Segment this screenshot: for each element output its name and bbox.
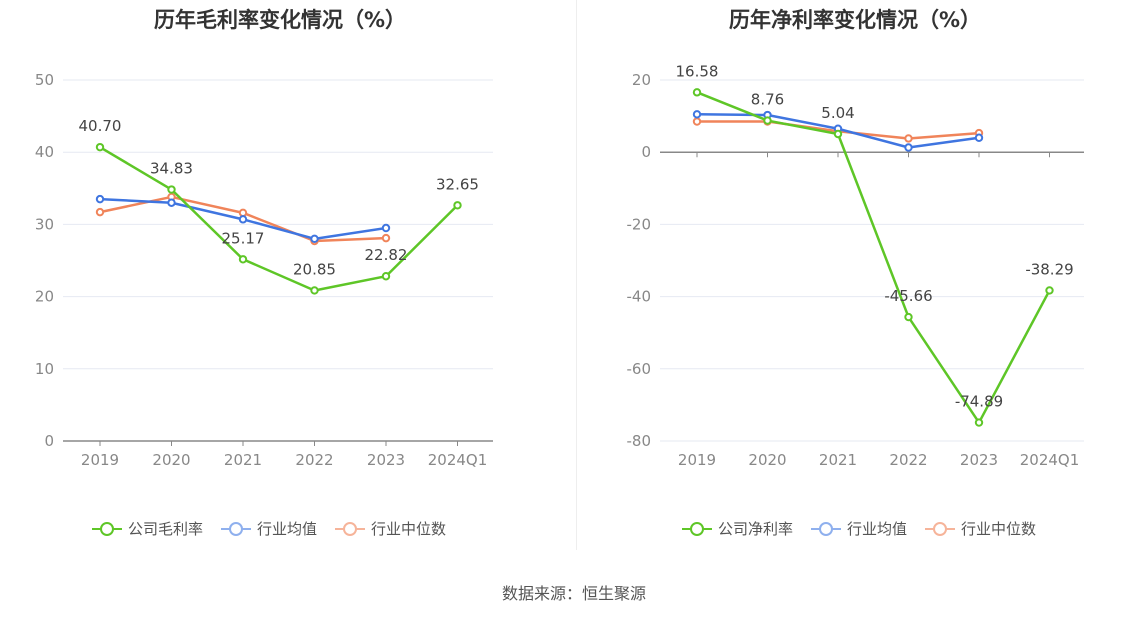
legend-item-company[interactable]: 公司毛利率 [92, 518, 203, 539]
x-tick-label: 2020 [748, 451, 786, 469]
data-label: 5.04 [821, 104, 854, 122]
legend-item-industry-avg[interactable]: 行业均值 [221, 518, 317, 539]
y-tick-label: 0 [641, 143, 651, 161]
data-point-industry_median [381, 233, 391, 243]
data-label: 40.70 [79, 117, 122, 135]
y-tick-label: 0 [44, 432, 54, 450]
data-point-company [833, 129, 843, 139]
data-point-industry_avg [381, 223, 391, 233]
legend-swatch-company [682, 521, 712, 536]
legend-label: 公司净利率 [718, 520, 794, 538]
legend-label: 行业中位数 [371, 520, 447, 538]
x-tick-label: 2024Q1 [1020, 451, 1080, 469]
data-point-company [692, 88, 702, 97]
data-label: 25.17 [222, 229, 265, 247]
data-point-industry_median [238, 208, 248, 218]
data-point-company [763, 116, 772, 125]
net-margin-chart: 历年净利率变化情况（%） -80 -60 -40 -20 0 20 2019 2020 2021… [577, 0, 1148, 560]
chart-title: 历年净利率变化情况（%） [728, 8, 982, 32]
data-point-company [167, 185, 176, 194]
series-line-company [99, 146, 459, 292]
net-margin-plot: -80 -60 -40 -20 0 20 2019 2020 2021 2022 2023 2024Q… [627, 62, 1084, 469]
data-label: -38.29 [1025, 260, 1073, 278]
data-point-industry_avg [974, 133, 984, 142]
y-tick-label: -60 [627, 360, 652, 378]
data-point-company [310, 286, 319, 295]
legend-swatch-company [92, 521, 122, 536]
data-label: 16.58 [676, 62, 719, 80]
y-tick-label: 20 [35, 288, 54, 306]
data-label: 8.76 [751, 91, 784, 109]
x-tick-label: 2020 [152, 451, 190, 469]
y-tick-label: 30 [35, 215, 54, 233]
legend-swatch-industry-median [335, 521, 366, 536]
y-tick-label: -40 [627, 288, 652, 306]
data-point-industry_median [95, 207, 105, 217]
y-tick-label: -20 [627, 215, 652, 233]
legend-item-industry-avg[interactable]: 行业均值 [811, 518, 907, 539]
x-tick-label: 2024Q1 [428, 451, 488, 469]
legend: 公司净利率 行业均值 行业中位数 [682, 518, 1036, 539]
data-point-company [95, 142, 105, 152]
legend-label: 行业中位数 [961, 520, 1037, 538]
chart-title: 历年毛利率变化情况（%） [153, 8, 407, 32]
data-point-company [381, 272, 391, 281]
panel-divider [576, 0, 577, 550]
legend-item-company[interactable]: 公司净利率 [682, 518, 793, 539]
data-point-industry_avg [238, 215, 248, 224]
legend: 公司毛利率 行业均值 行业中位数 [92, 518, 446, 539]
data-point-industry_avg [95, 194, 105, 204]
data-point-company [904, 312, 913, 322]
data-point-industry_avg [904, 143, 913, 152]
legend-item-industry-median[interactable]: 行业中位数 [335, 518, 446, 539]
legend-label: 公司毛利率 [128, 520, 204, 538]
series-line-company [696, 91, 1051, 424]
legend-label: 行业均值 [257, 520, 318, 538]
x-tick-label: 2019 [81, 451, 119, 469]
y-tick-label: 20 [632, 71, 651, 89]
x-tick-label: 2021 [819, 451, 857, 469]
gross-margin-plot: 0 10 20 30 40 50 2019 2020 2021 2022 2023 2024Q1 40.… [35, 71, 493, 469]
legend-swatch-industry-avg [221, 521, 252, 536]
data-point-company [1045, 286, 1054, 295]
data-label: 22.82 [365, 246, 408, 264]
x-tick-label: 2023 [367, 451, 405, 469]
data-label: -45.66 [884, 287, 932, 305]
data-point-industry_median [692, 117, 702, 126]
legend-swatch-industry-avg [811, 521, 842, 536]
x-tick-label: 2022 [295, 451, 333, 469]
x-tick-label: 2019 [678, 451, 716, 469]
data-point-company [974, 418, 984, 427]
data-label: -74.89 [955, 393, 1003, 411]
gross-margin-chart: 历年毛利率变化情况（%） 0 10 20 30 40 50 2019 2020 2021 2022… [0, 0, 576, 560]
data-point-company [238, 255, 248, 264]
y-tick-label: -80 [627, 432, 652, 450]
data-label: 32.65 [436, 175, 479, 193]
legend-swatch-industry-median [925, 521, 956, 536]
data-point-industry_avg [167, 198, 176, 207]
y-tick-label: 40 [35, 143, 54, 161]
data-point-industry_avg [310, 234, 319, 244]
legend-item-industry-median[interactable]: 行业中位数 [925, 518, 1036, 539]
data-label: 20.85 [293, 260, 336, 278]
legend-label: 行业均值 [847, 520, 908, 538]
data-source: 数据来源：恒生聚源 [501, 584, 646, 603]
y-tick-label: 10 [35, 360, 54, 378]
data-label: 34.83 [150, 160, 193, 178]
data-point-industry_median [904, 134, 913, 143]
y-tick-label: 50 [35, 71, 54, 89]
data-point-industry_avg [692, 110, 702, 119]
x-tick-label: 2022 [889, 451, 927, 469]
x-tick-label: 2021 [224, 451, 262, 469]
data-point-company [453, 201, 462, 210]
x-tick-label: 2023 [960, 451, 998, 469]
